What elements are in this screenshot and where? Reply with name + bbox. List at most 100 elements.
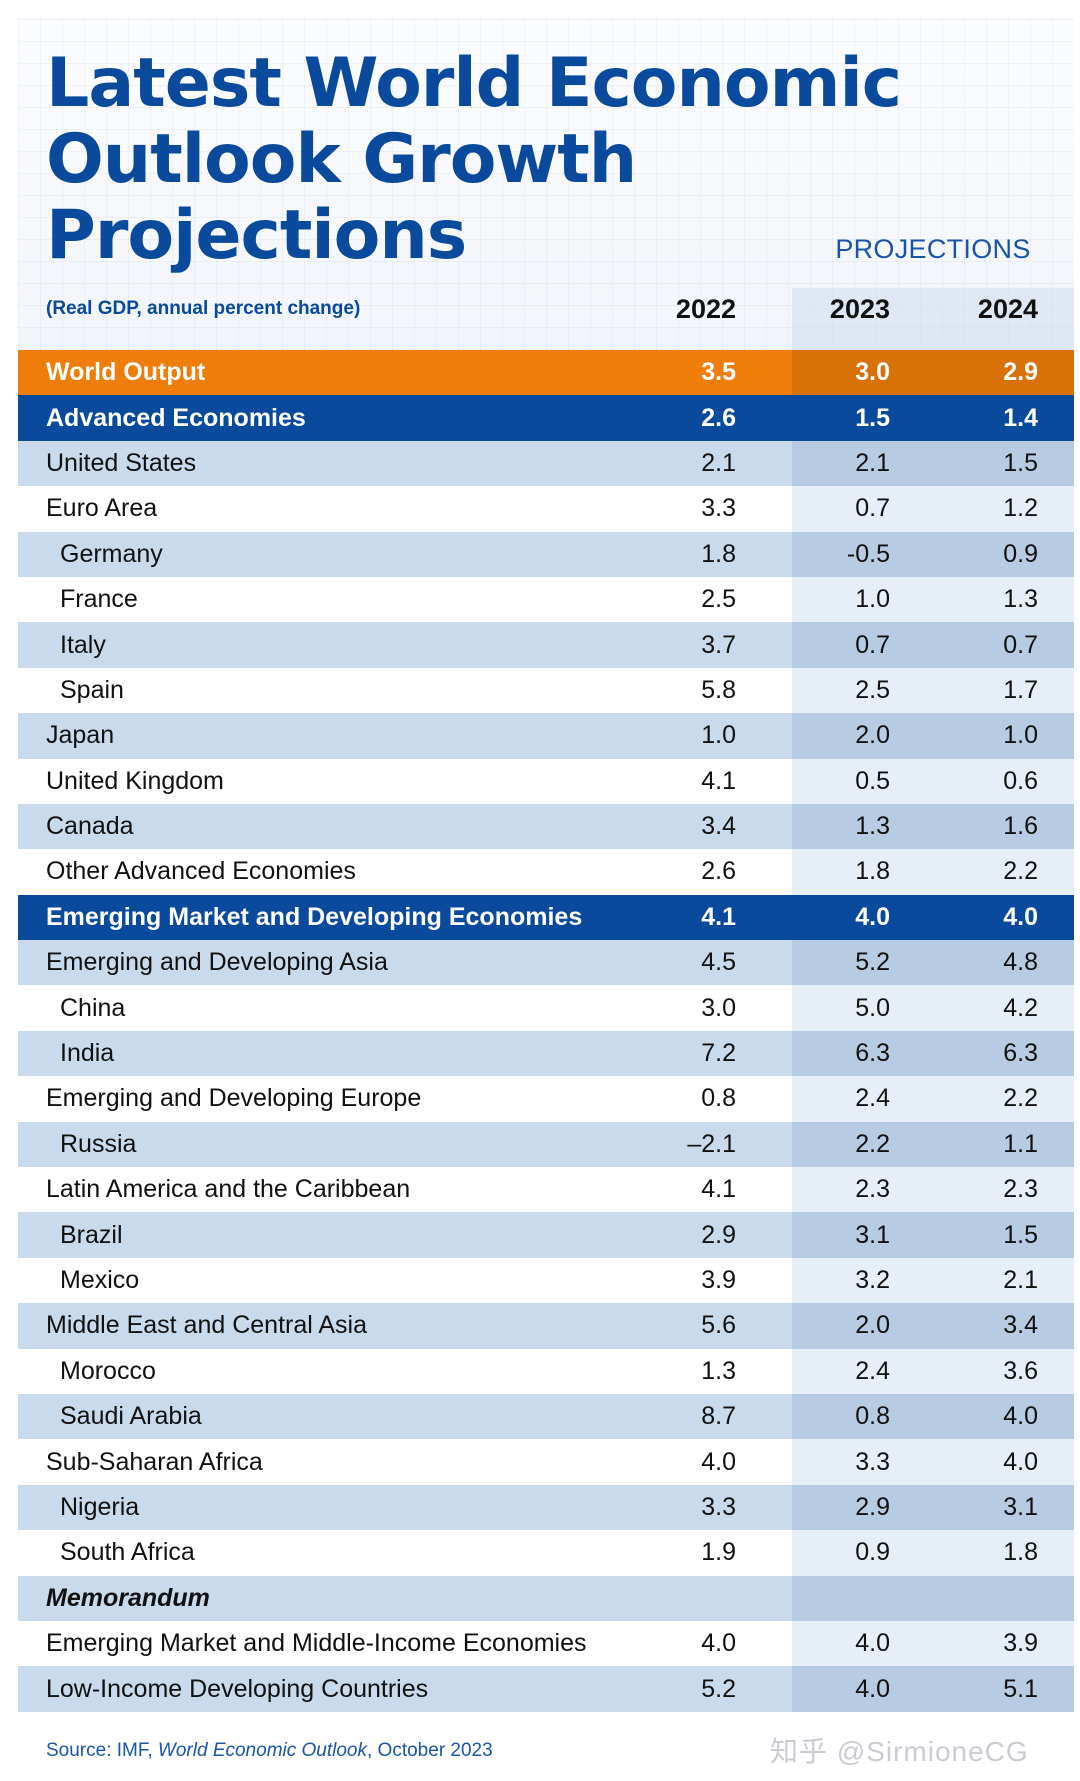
value-2023: 2.5 xyxy=(855,675,890,704)
table-row: Nigeria 3.3 2.9 3.1 xyxy=(18,1484,1074,1531)
value-2022: 8.7 xyxy=(701,1402,736,1431)
value-2024: 4.0 xyxy=(1003,1402,1038,1431)
row-label: South Africa xyxy=(60,1538,195,1567)
table-row: Saudi Arabia 8.7 0.8 4.0 xyxy=(18,1393,1074,1440)
value-2024: 2.2 xyxy=(1003,1084,1038,1113)
table-row: Emerging Market and Middle-Income Econom… xyxy=(18,1620,1074,1667)
value-2024: 1.2 xyxy=(1003,494,1038,523)
value-2023: 3.0 xyxy=(855,358,890,387)
table-row: Russia –2.1 2.2 1.1 xyxy=(18,1121,1074,1168)
memorandum-label: Memorandum xyxy=(46,1583,210,1612)
value-2024: 4.8 xyxy=(1003,948,1038,977)
value-2023: -0.5 xyxy=(846,539,890,568)
value-2022: 2.1 xyxy=(701,448,736,477)
row-label: Mexico xyxy=(60,1266,140,1294)
table-row: India 7.2 6.3 6.3 xyxy=(18,1030,1074,1077)
value-2024: 4.0 xyxy=(1003,1447,1038,1476)
row-label: United Kingdom xyxy=(46,766,224,795)
value-2023: 2.1 xyxy=(855,448,890,477)
table-row-advanced-economies: Advanced Economies 2.6 1.5 1.4 xyxy=(18,395,1074,441)
value-2024: 2.3 xyxy=(1003,1175,1038,1204)
row-label: Other Advanced Economies xyxy=(46,857,356,886)
value-2024: 1.1 xyxy=(1003,1129,1038,1158)
table-row: United States 2.1 2.1 1.5 xyxy=(18,440,1074,487)
row-label: Advanced Economies xyxy=(46,403,306,432)
table-row: Emerging and Developing Europe 0.8 2.4 2… xyxy=(18,1076,1074,1123)
value-2023: 0.9 xyxy=(855,1538,890,1567)
value-2023: 0.7 xyxy=(855,630,890,659)
value-2024: 3.9 xyxy=(1003,1629,1038,1658)
value-2023: 1.3 xyxy=(855,812,890,841)
table-row: Germany 1.8 -0.5 0.9 xyxy=(18,531,1074,578)
value-2024: 2.2 xyxy=(1003,857,1038,886)
value-2023: 5.2 xyxy=(855,948,890,977)
row-label: Emerging and Developing Asia xyxy=(46,948,388,977)
row-label: Italy xyxy=(60,630,106,659)
table-subheader: (Real GDP, annual percent change) xyxy=(46,298,361,319)
value-2023: 3.1 xyxy=(855,1220,890,1249)
value-2024: 3.4 xyxy=(1003,1311,1038,1340)
row-label: Sub-Saharan Africa xyxy=(46,1447,263,1476)
value-2024: 0.9 xyxy=(1003,539,1038,568)
value-2024: 0.7 xyxy=(1003,630,1038,659)
title-line-2: Outlook Growth Projections xyxy=(46,120,637,275)
value-2022: 4.5 xyxy=(701,948,736,977)
row-label: Morocco xyxy=(60,1356,156,1385)
row-label: Latin America and the Caribbean xyxy=(46,1175,411,1204)
value-2022: 2.5 xyxy=(701,585,736,614)
row-label: Saudi Arabia xyxy=(60,1402,202,1431)
value-2024: 1.6 xyxy=(1003,812,1038,841)
value-2022: 2.9 xyxy=(701,1220,736,1249)
value-2024: 6.3 xyxy=(1003,1039,1038,1068)
value-2022: 1.3 xyxy=(701,1356,736,1385)
value-2024: 2.1 xyxy=(1003,1266,1038,1294)
column-header-2023: 2023 xyxy=(829,294,890,324)
value-2024: 1.0 xyxy=(1003,721,1038,750)
value-2022: 3.9 xyxy=(701,1266,736,1294)
table-row: United Kingdom 4.1 0.5 0.6 xyxy=(18,758,1074,805)
growth-table: World Output 3.5 3.0 2.9 Advanced Econom… xyxy=(18,350,1074,1713)
value-2024: 1.5 xyxy=(1003,448,1038,477)
value-2023: 2.2 xyxy=(855,1129,890,1158)
value-2023: 1.8 xyxy=(855,857,890,886)
table-row: Morocco 1.3 2.4 3.6 xyxy=(18,1348,1074,1395)
table-row: Italy 3.7 0.7 0.7 xyxy=(18,622,1074,669)
row-label: Nigeria xyxy=(60,1492,140,1521)
value-2024: 4.0 xyxy=(1003,902,1038,931)
value-2022: 3.3 xyxy=(701,1492,736,1521)
value-2024: 3.1 xyxy=(1003,1492,1038,1521)
value-2022: 1.0 xyxy=(701,721,736,750)
value-2023: 2.3 xyxy=(855,1175,890,1204)
table-row: Spain 5.8 2.5 1.7 xyxy=(18,667,1074,714)
value-2023: 5.0 xyxy=(855,993,890,1022)
row-label: Russia xyxy=(60,1129,137,1158)
projections-header-shade xyxy=(792,288,1074,350)
value-2022: 1.8 xyxy=(701,539,736,568)
row-label: India xyxy=(60,1039,115,1068)
table-row-emerging-market-developing-economies: Emerging Market and Developing Economies… xyxy=(18,894,1074,941)
row-label: World Output xyxy=(46,358,206,387)
source-note: Source: IMF, World Economic Outlook, Oct… xyxy=(46,1740,493,1762)
table-row: Mexico 3.9 3.2 2.1 xyxy=(18,1257,1074,1304)
value-2022: 4.1 xyxy=(701,766,736,795)
value-2022: 3.5 xyxy=(701,358,736,387)
row-label: Emerging Market and Developing Economies xyxy=(46,902,583,931)
row-label: Emerging and Developing Europe xyxy=(46,1084,422,1113)
table-row: China 3.0 5.0 4.2 xyxy=(18,985,1074,1032)
row-label: Low-Income Developing Countries xyxy=(46,1674,429,1703)
table-row-memorandum: Memorandum xyxy=(18,1575,1074,1622)
value-2022: 5.8 xyxy=(701,675,736,704)
value-2022: –2.1 xyxy=(687,1129,736,1158)
value-2022: 5.2 xyxy=(701,1674,736,1703)
row-label: France xyxy=(60,585,138,614)
value-2024: 1.7 xyxy=(1003,675,1038,704)
watermark: 知乎 @SirmioneCG xyxy=(770,1736,1029,1767)
value-2022: 4.0 xyxy=(701,1447,736,1476)
value-2022: 3.7 xyxy=(701,630,736,659)
value-2022: 2.6 xyxy=(701,857,736,886)
value-2023: 2.9 xyxy=(855,1492,890,1521)
value-2023: 6.3 xyxy=(855,1039,890,1068)
row-label: Emerging Market and Middle-Income Econom… xyxy=(46,1629,587,1658)
value-2023: 4.0 xyxy=(855,902,890,931)
table-row: South Africa 1.9 0.9 1.8 xyxy=(18,1530,1074,1576)
